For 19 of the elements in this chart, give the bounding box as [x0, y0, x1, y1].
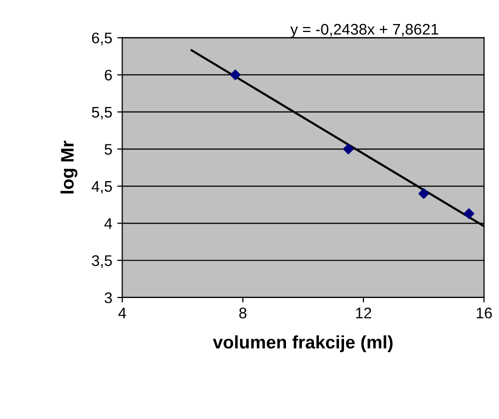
point [418, 188, 430, 199]
x-tick-label: 8 [239, 308, 246, 318]
y-axis-title: log Mr [60, 140, 78, 194]
point [343, 144, 354, 154]
x-tick-label: 12 [356, 308, 372, 318]
y-tick-label: 4,5 [92, 181, 112, 194]
y-tick-label: 5,5 [92, 106, 112, 120]
point [464, 208, 474, 219]
annotation: y = -0,2438x + 7,8621 [290, 24, 438, 38]
y-tick-label: 3 [104, 292, 112, 304]
x-tick-label: 16 [476, 308, 492, 318]
point [230, 70, 241, 80]
y-tick-label: 6,5 [92, 32, 112, 46]
y-tick-label: 3,5 [92, 255, 112, 268]
y-tick-label: 4 [104, 218, 112, 229]
x-axis-title: volumen frakcije (ml) [212, 335, 393, 352]
x-tick-label: 4 [118, 308, 126, 318]
y-tick-label: 6 [104, 70, 112, 81]
y-tick-label: 5 [104, 144, 112, 155]
